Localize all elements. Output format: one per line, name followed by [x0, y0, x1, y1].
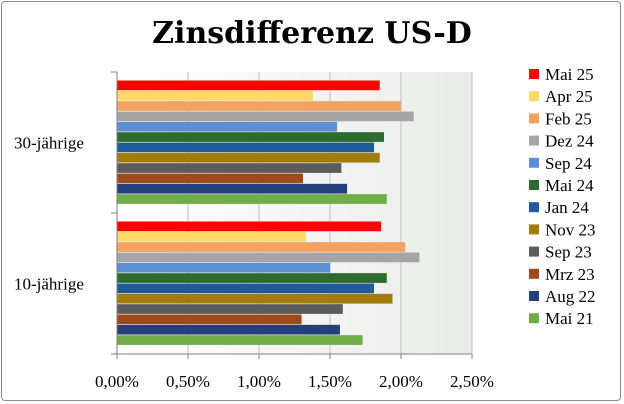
x-tick-label: 2,00% [379, 372, 423, 391]
bar [117, 142, 375, 153]
bar [117, 304, 343, 314]
legend-swatch [529, 268, 539, 279]
legend-label: Apr 25 [545, 87, 593, 106]
bar [117, 273, 387, 283]
bar [117, 283, 375, 294]
bar [117, 242, 406, 252]
legend-swatch [529, 157, 539, 168]
legend-swatch [529, 224, 539, 235]
legend-label: Sep 23 [545, 243, 592, 262]
legend-label: Mai 21 [545, 309, 594, 328]
bar [117, 152, 380, 163]
x-tick-label: 1,00% [237, 372, 281, 391]
legend-label: Feb 25 [545, 109, 592, 128]
legend-swatch [529, 291, 539, 301]
bar [117, 163, 342, 173]
bar [117, 293, 393, 304]
x-tick-label: 2,50% [450, 372, 494, 391]
bar [117, 314, 302, 325]
x-tick-label: 0,00% [95, 372, 139, 391]
legend-swatch [529, 246, 539, 257]
chart: Zinsdifferenz US-D 0,00% 0,50% 1,00% 1,50% 2… [14, 16, 596, 391]
x-tick-label: 0,50% [166, 372, 210, 391]
bar [117, 111, 414, 122]
bar [117, 262, 330, 273]
legend-swatch [529, 180, 539, 190]
legend-swatch [529, 313, 539, 324]
chart-title: Zinsdifferenz US-D [152, 16, 472, 51]
bar [117, 221, 382, 232]
category-label: 10-jährige [14, 275, 84, 294]
legend-label: Dez 24 [545, 132, 594, 151]
bar [117, 173, 304, 184]
bar [117, 183, 348, 194]
bar [117, 90, 313, 101]
legend-label: Aug 22 [545, 287, 596, 306]
category-label: 30-jährige [14, 134, 84, 153]
legend-swatch [529, 113, 539, 124]
bar [117, 132, 384, 142]
bar [117, 324, 340, 335]
bar [117, 101, 401, 111]
legend-swatch [529, 91, 539, 102]
bar [117, 231, 306, 242]
bar [117, 80, 380, 91]
legend-label: Mrz 23 [545, 265, 595, 284]
bar [117, 121, 338, 132]
legend-swatch [529, 69, 539, 79]
bar [117, 194, 387, 204]
legend-label: Sep 24 [545, 154, 592, 173]
legend-swatch [529, 202, 539, 213]
legend-label: Mai 25 [545, 65, 594, 84]
legend-label: Mai 24 [545, 176, 594, 195]
legend-label: Nov 23 [545, 220, 596, 239]
x-tick-label: 1,50% [308, 372, 352, 391]
bar [117, 252, 420, 263]
legend-label: Jan 24 [545, 198, 589, 217]
legend-swatch [529, 135, 539, 146]
bar [117, 335, 363, 345]
